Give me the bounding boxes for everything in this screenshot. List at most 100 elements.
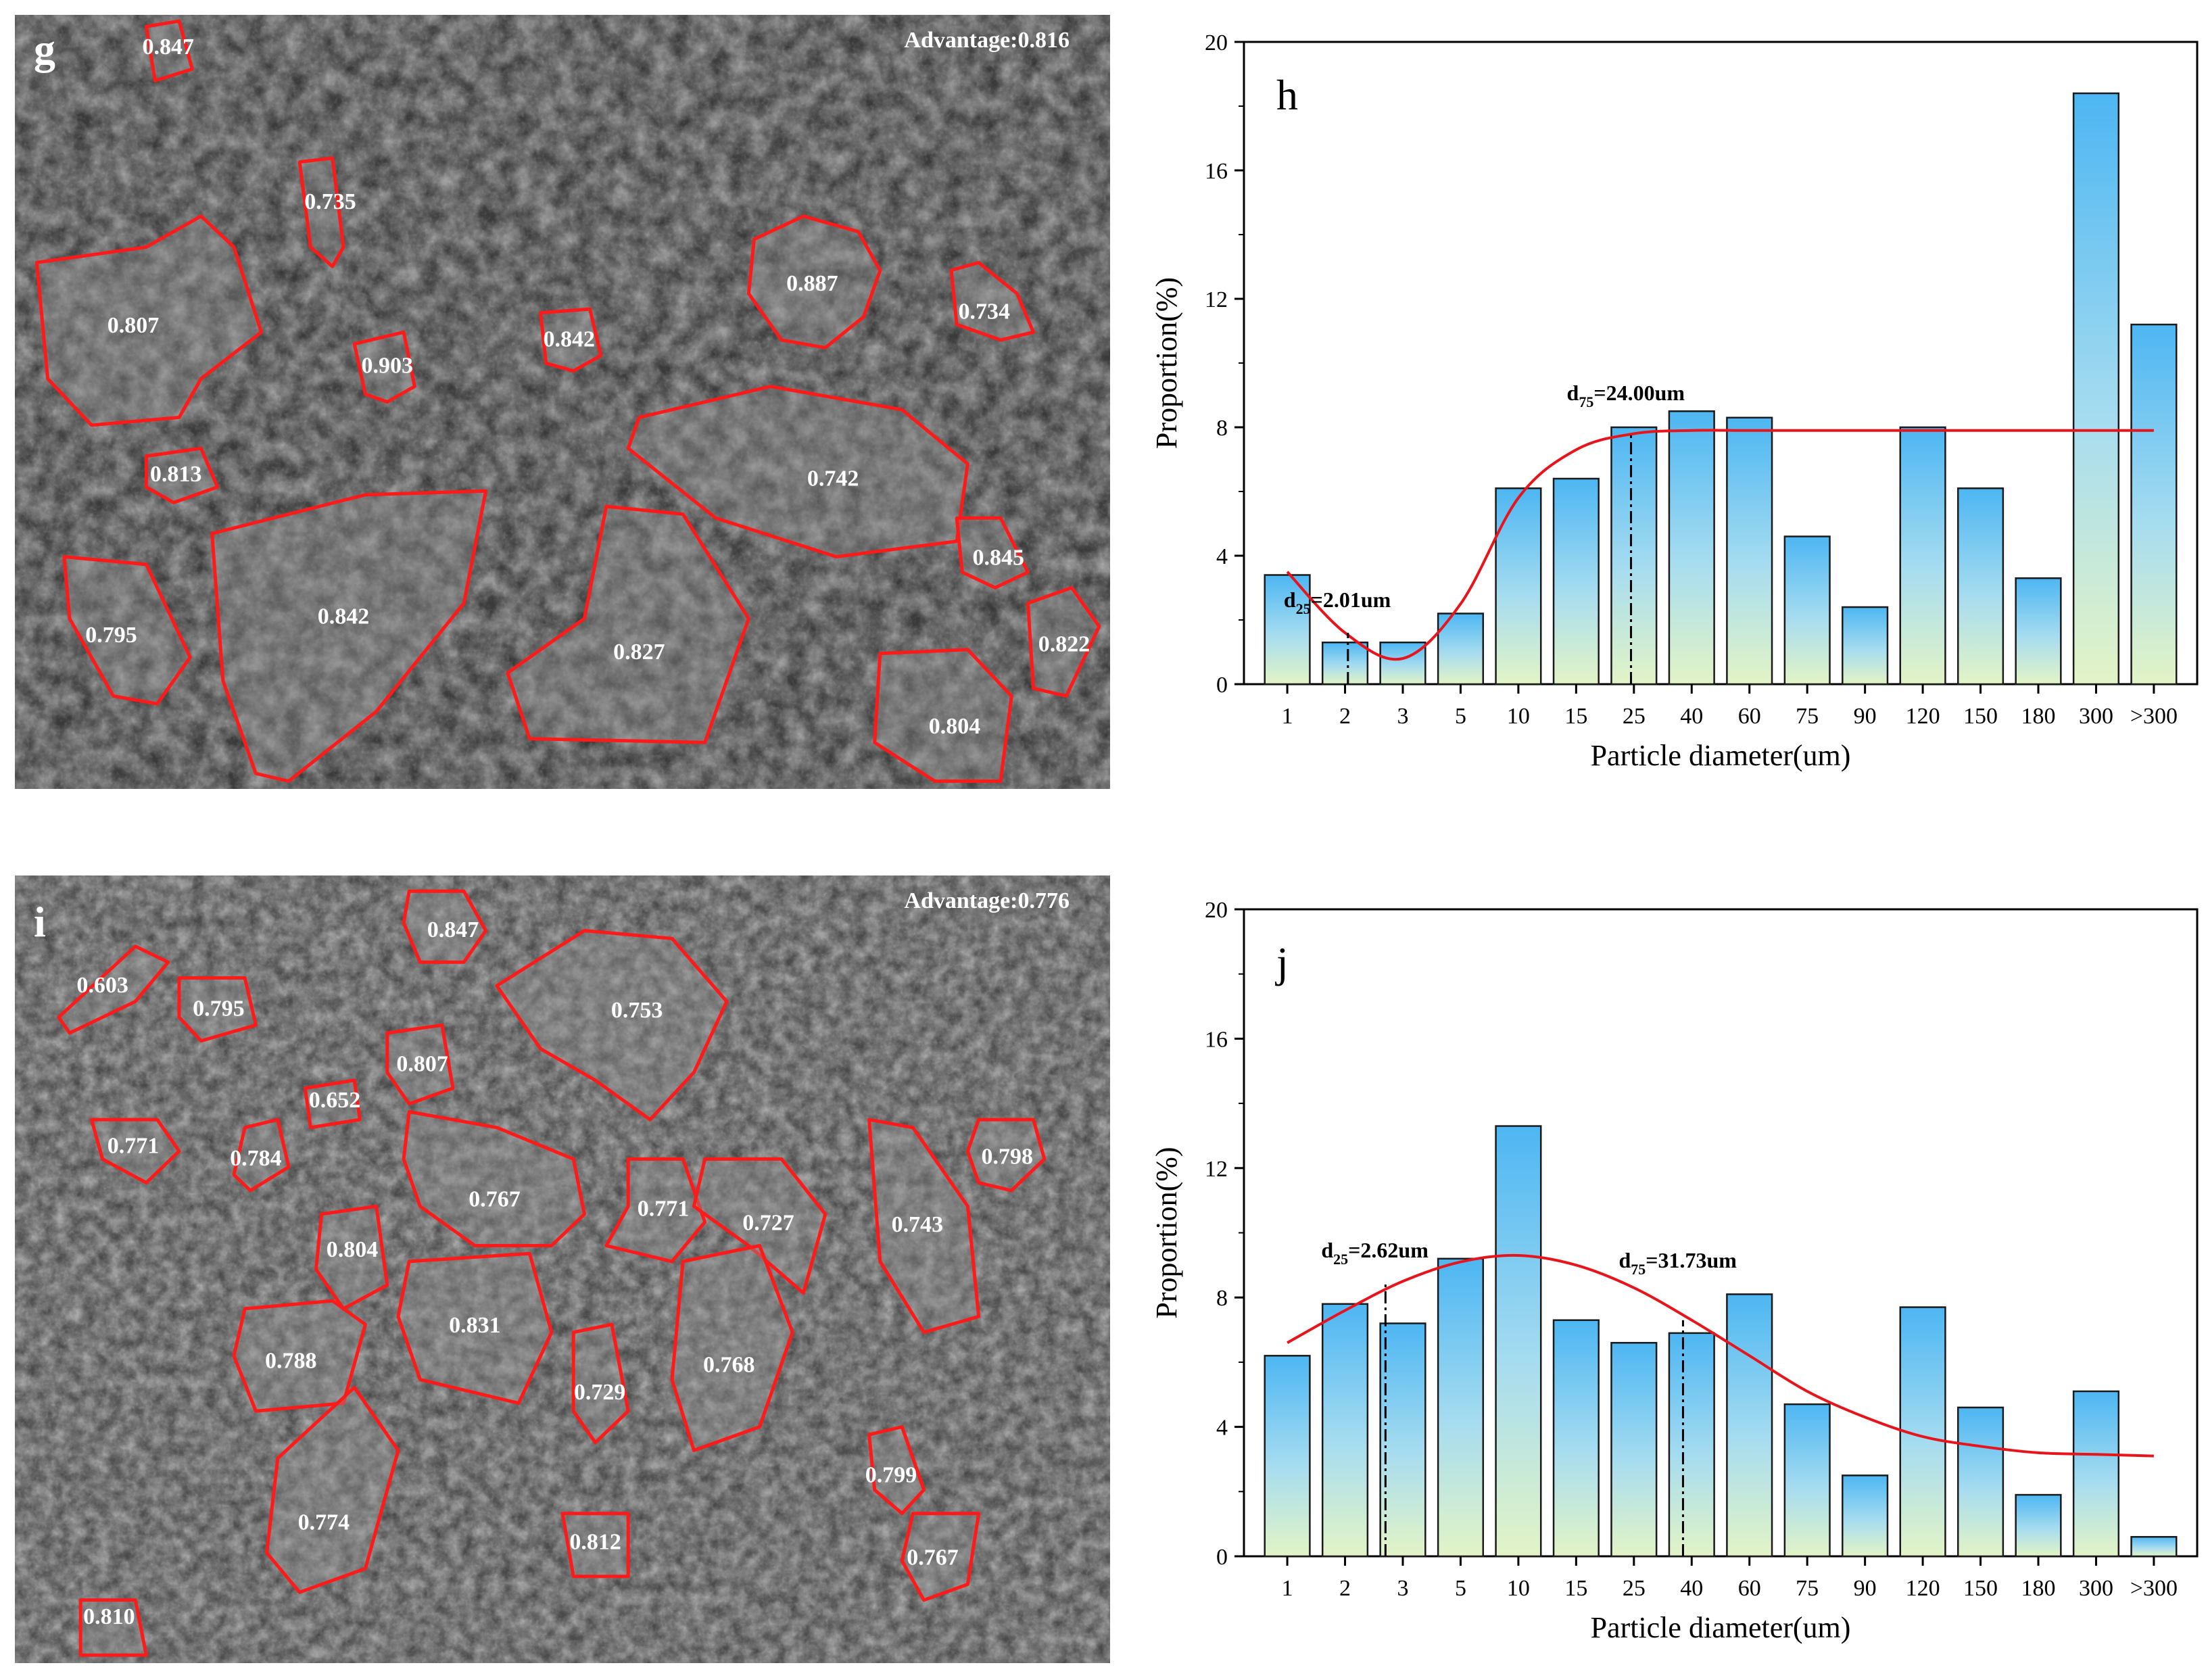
x-tick-label: 25 bbox=[1623, 1576, 1646, 1601]
particle-label: 0.804 bbox=[327, 1237, 379, 1262]
bar bbox=[1899, 426, 1946, 686]
particle-outline bbox=[314, 1204, 389, 1311]
x-tick-label: 90 bbox=[1854, 1576, 1877, 1601]
quantile-subscript: 25 bbox=[1296, 600, 1311, 617]
bar bbox=[2130, 1536, 2178, 1558]
particle-label: 0.753 bbox=[611, 998, 663, 1023]
x-tick-label: 3 bbox=[1397, 1576, 1409, 1601]
x-tick-label: 180 bbox=[2021, 704, 2056, 729]
quantile-prefix: d bbox=[1321, 1238, 1333, 1262]
x-tick-label: 120 bbox=[1906, 704, 1940, 729]
particle-outline bbox=[210, 489, 488, 783]
quantile-prefix: d bbox=[1284, 587, 1296, 612]
particle-label: 0.788 bbox=[265, 1348, 317, 1373]
particle-outline bbox=[402, 889, 488, 964]
y-tick-label: 16 bbox=[1205, 159, 1228, 184]
particle-outline bbox=[177, 976, 258, 1043]
bar bbox=[1610, 1341, 1658, 1558]
particle-outline bbox=[402, 1110, 586, 1247]
particle-label: 0.799 bbox=[865, 1462, 917, 1487]
y-tick-label: 4 bbox=[1216, 544, 1228, 569]
x-tick-label: 180 bbox=[2021, 1576, 2056, 1601]
bar bbox=[2072, 92, 2120, 686]
particle-label: 0.804 bbox=[929, 714, 981, 739]
bar bbox=[1842, 606, 1889, 686]
particle-outline bbox=[1026, 585, 1101, 698]
x-tick-label: 5 bbox=[1455, 704, 1466, 729]
bar bbox=[1957, 487, 2005, 686]
y-tick-label: 8 bbox=[1216, 416, 1228, 441]
y-tick-label: 12 bbox=[1205, 1157, 1228, 1182]
panel-letter: h bbox=[1276, 71, 1298, 119]
bar bbox=[1264, 1355, 1311, 1558]
quantile-value: =2.01um bbox=[1311, 587, 1391, 612]
bar bbox=[1783, 1403, 1831, 1558]
particle-outline bbox=[506, 504, 750, 744]
particle-label: 0.774 bbox=[298, 1510, 350, 1535]
y-axis-label: Proportion(%) bbox=[1150, 277, 1183, 449]
fit-curve bbox=[1286, 429, 2154, 661]
y-tick-label: 20 bbox=[1205, 30, 1228, 55]
bar bbox=[1321, 1303, 1369, 1558]
particle-outline bbox=[900, 1512, 981, 1602]
quantile-subscript: 25 bbox=[1333, 1251, 1348, 1268]
bar bbox=[1726, 416, 1773, 686]
particle-outline bbox=[746, 214, 882, 350]
y-tick-label: 20 bbox=[1205, 898, 1228, 923]
particle-label: 0.742 bbox=[807, 466, 859, 491]
particle-outline bbox=[385, 1023, 455, 1106]
particle-outline bbox=[78, 1598, 148, 1657]
bar bbox=[1379, 1322, 1426, 1558]
particle-label: 0.827 bbox=[613, 640, 665, 665]
particle-label: 0.767 bbox=[469, 1187, 521, 1212]
particle-outline bbox=[297, 156, 345, 268]
particle-outline bbox=[265, 1385, 400, 1594]
x-tick-label: 75 bbox=[1796, 704, 1819, 729]
particle-label: 0.735 bbox=[304, 189, 356, 214]
particle-outline bbox=[949, 260, 1036, 342]
particle-label: 0.798 bbox=[981, 1145, 1033, 1170]
particle-label: 0.822 bbox=[1038, 632, 1090, 657]
particle-label: 0.729 bbox=[574, 1380, 626, 1405]
particle-label: 0.727 bbox=[742, 1211, 794, 1236]
particle-outline bbox=[539, 307, 603, 373]
x-axis-label: Particle diameter(um) bbox=[1591, 1611, 1851, 1644]
chart-panel-h: 0 4 8 12 16 20 1 2 3 5 10 15 25 40 60 75 90 120 150 180 300 >… bbox=[1122, 0, 2208, 811]
bar bbox=[1668, 410, 1715, 686]
quantile-prefix: d bbox=[1567, 381, 1579, 405]
particle-label: 0.842 bbox=[318, 604, 370, 629]
fit-curve bbox=[1287, 1253, 2154, 1458]
particle-outline bbox=[867, 1118, 981, 1335]
particle-label: 0.845 bbox=[973, 546, 1025, 571]
quantile-label: d25=2.01um bbox=[1284, 587, 1391, 617]
bar bbox=[1726, 1293, 1773, 1558]
panel-letter: j bbox=[1275, 938, 1289, 986]
x-tick-label: >300 bbox=[2130, 704, 2178, 729]
particle-outline bbox=[396, 1251, 554, 1406]
x-tick-label: 300 bbox=[2079, 1576, 2113, 1601]
sem-panel-i: 0.603 0.795 0.847 0.753 0.807 0.652 0.771 0.784… bbox=[15, 875, 1110, 1663]
particle-label: 0.812 bbox=[569, 1529, 621, 1554]
particle-label: 0.807 bbox=[396, 1051, 448, 1076]
particle-label: 0.734 bbox=[958, 299, 1010, 324]
particle-outline bbox=[34, 214, 263, 427]
x-tick-label: 10 bbox=[1507, 704, 1530, 729]
quantile-label: d75=24.00um bbox=[1567, 381, 1685, 410]
bar bbox=[2072, 1390, 2120, 1558]
x-tick-label: >300 bbox=[2130, 1576, 2178, 1601]
x-axis-label: Particle diameter(um) bbox=[1591, 739, 1851, 772]
particle-outline bbox=[692, 1157, 827, 1295]
particle-label: 0.887 bbox=[786, 271, 838, 296]
particle-label: 0.743 bbox=[892, 1212, 944, 1237]
bar bbox=[2130, 323, 2178, 686]
x-tick-label: 75 bbox=[1796, 1576, 1819, 1601]
y-tick-label: 16 bbox=[1205, 1027, 1228, 1052]
particle-outline bbox=[232, 1118, 291, 1193]
advantage-label-i: Advantage:0.776 bbox=[904, 888, 1070, 913]
sem-image-i: 0.603 0.795 0.847 0.753 0.807 0.652 0.771 0.784… bbox=[15, 875, 1110, 1663]
particle-label: 0.771 bbox=[107, 1133, 160, 1158]
particle-outline bbox=[867, 1425, 926, 1516]
quantile-label: d25=2.62um bbox=[1321, 1238, 1429, 1268]
x-tick-label: 150 bbox=[1963, 704, 1998, 729]
